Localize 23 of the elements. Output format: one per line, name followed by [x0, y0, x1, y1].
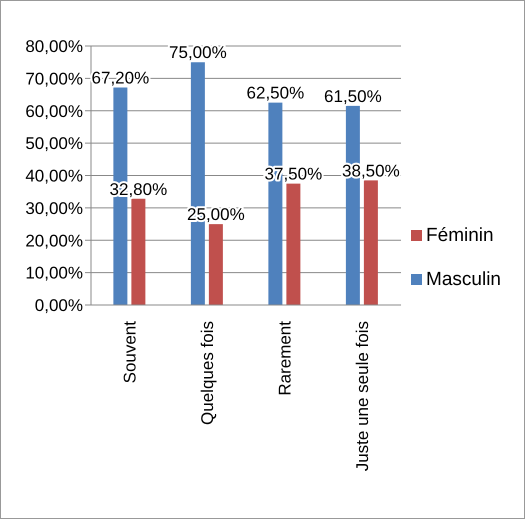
bar [364, 180, 378, 305]
y-tick-label: 70,00% [25, 69, 83, 88]
y-tick-label: 60,00% [25, 102, 83, 121]
x-tick-label: Juste une seule fois [352, 321, 372, 472]
bar [131, 198, 146, 305]
data-label: 62,50% [246, 84, 304, 103]
x-tick-label: Quelques fois [198, 321, 217, 425]
y-tick-label: 20,00% [25, 231, 83, 250]
x-tick-label: Souvent [120, 320, 140, 384]
legend-label: Masculin [426, 269, 501, 290]
legend-label: Féminin [426, 225, 494, 246]
data-label: 75,00% [169, 43, 227, 62]
data-label: 67,20% [92, 68, 150, 88]
bar [208, 224, 223, 305]
y-tick-label: 0,00% [34, 296, 83, 316]
y-tick-label: 50,00% [25, 134, 83, 154]
bar [286, 184, 300, 305]
y-tick-label: 30,00% [25, 198, 83, 218]
y-tick-label: 10,00% [25, 264, 83, 283]
y-tick-label: 40,00% [25, 166, 83, 186]
y-tick-label: 80,00% [25, 37, 83, 56]
x-tick-label: Rarement [275, 320, 294, 396]
data-label: 61,50% [324, 86, 382, 106]
